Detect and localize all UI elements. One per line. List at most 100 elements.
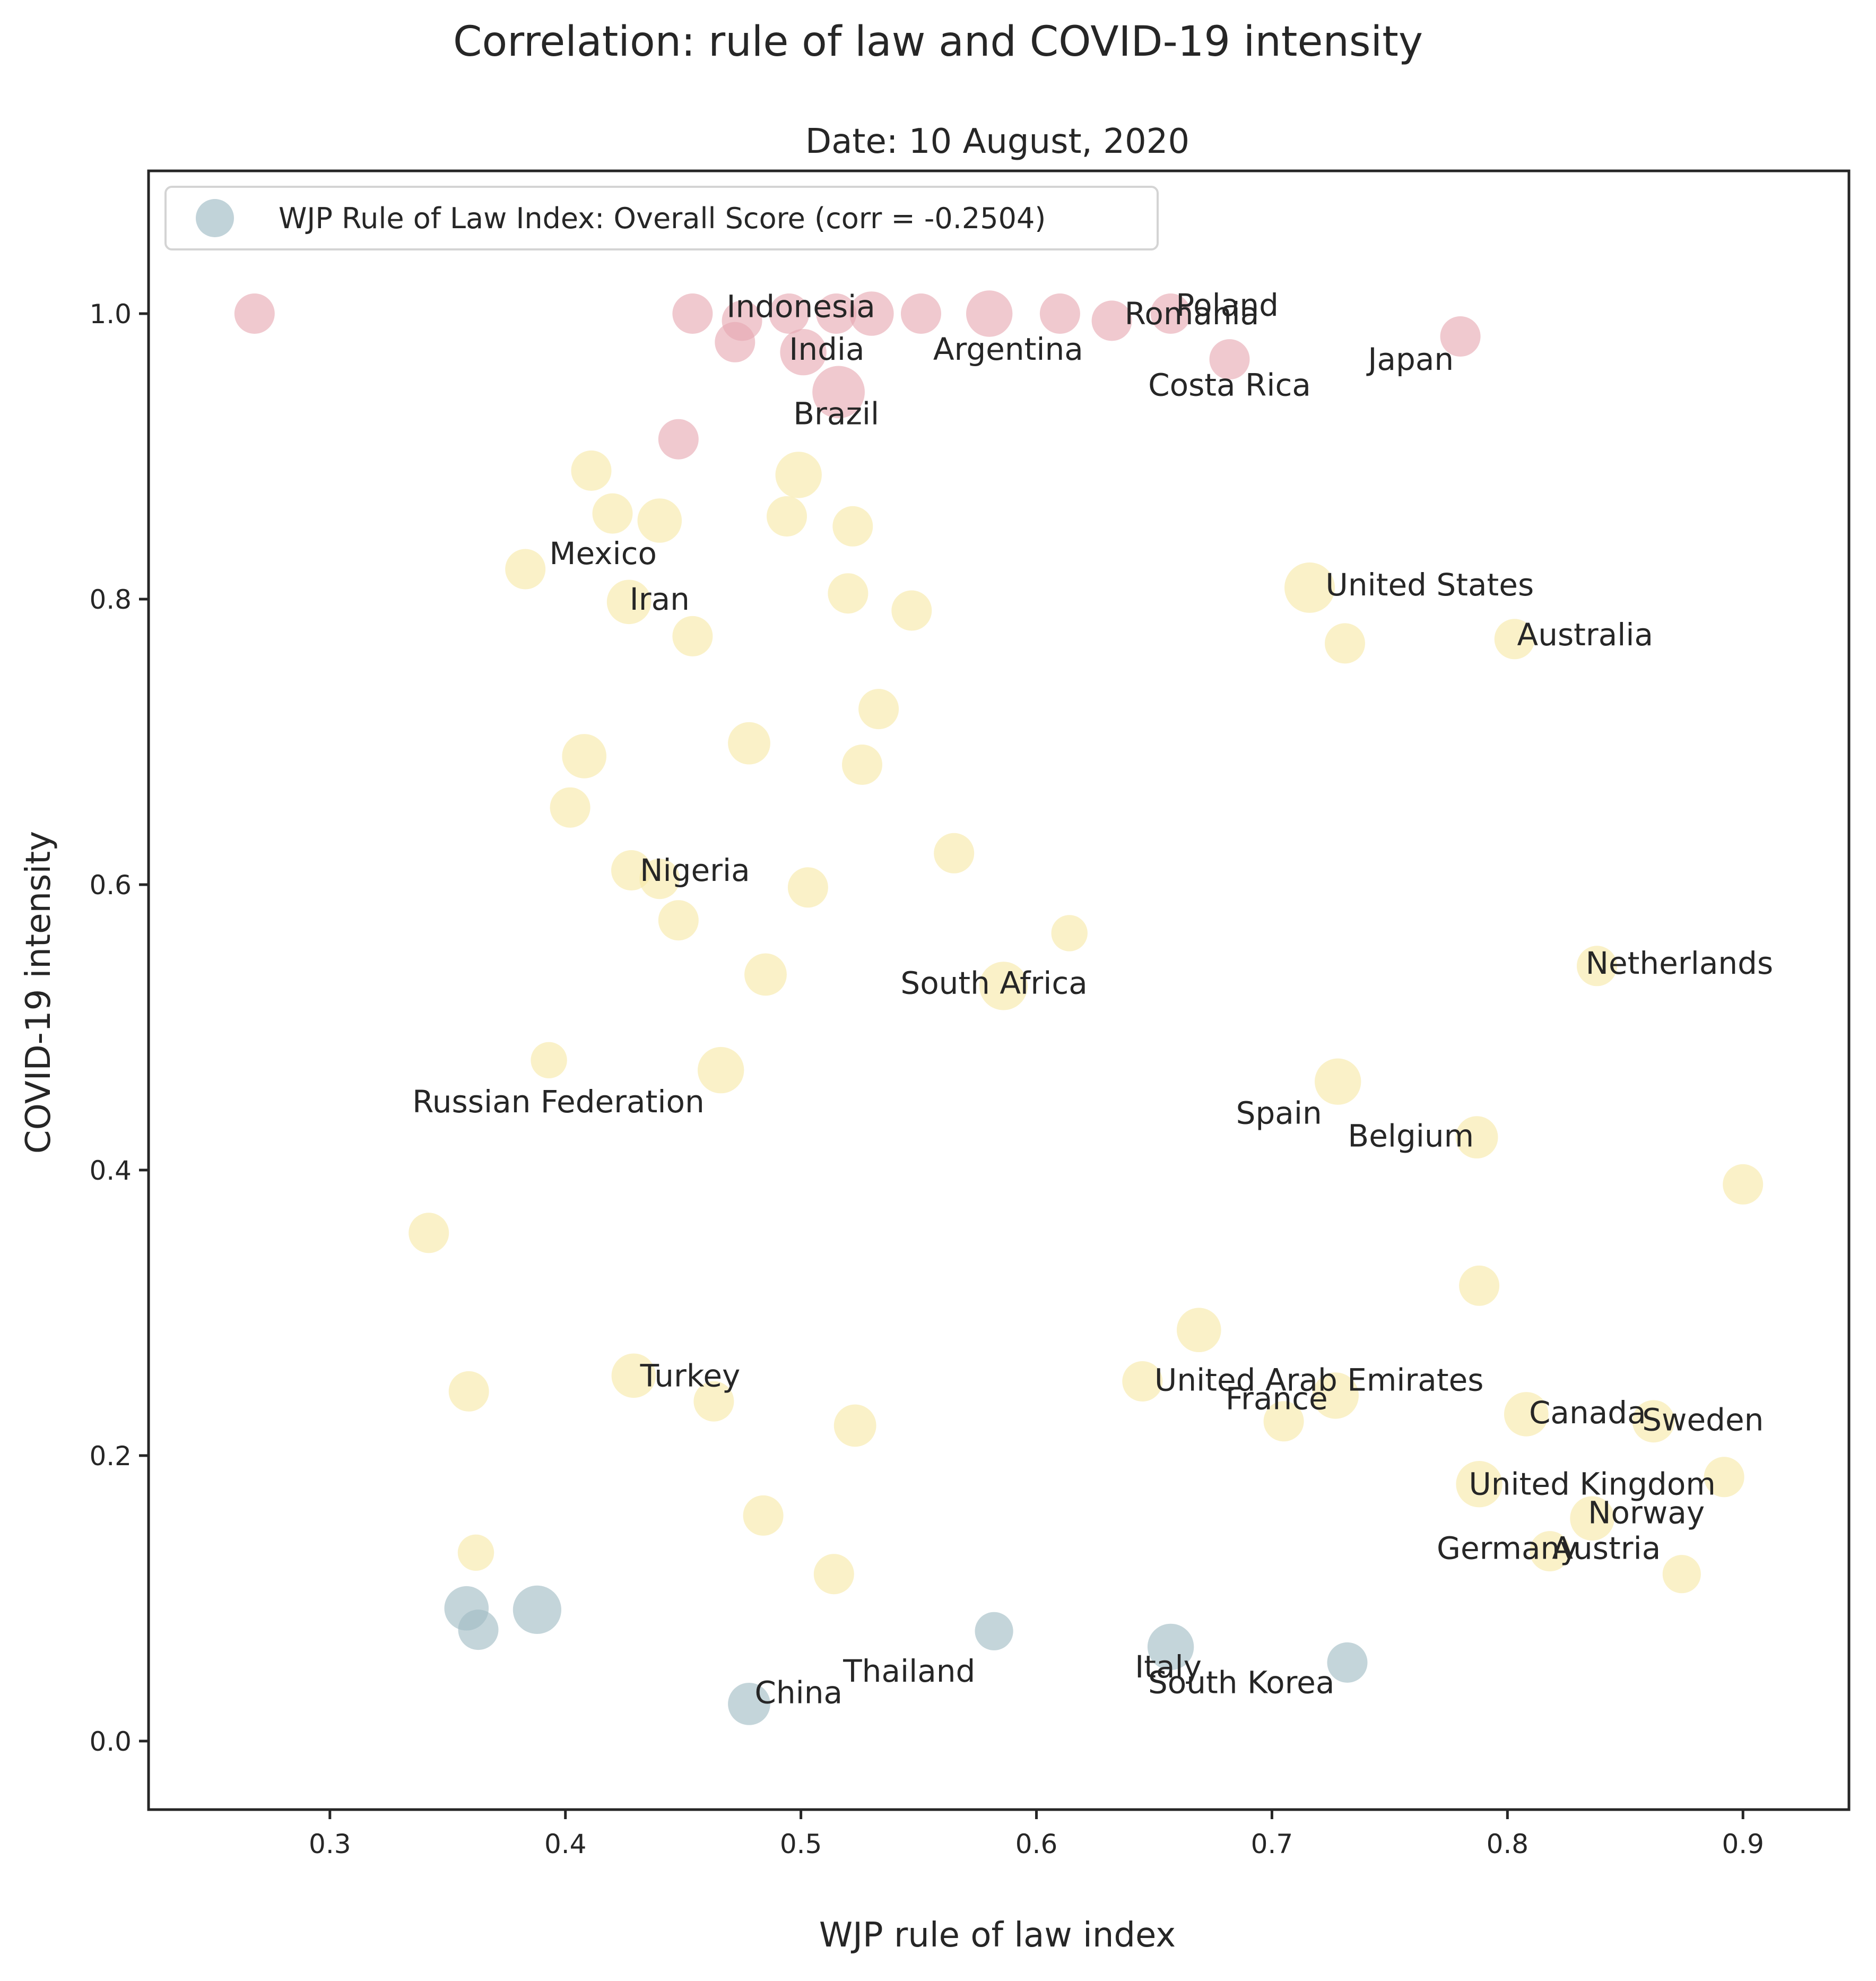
y-tick-label: 0.6 xyxy=(89,870,132,901)
data-point xyxy=(1504,1392,1549,1437)
data-point xyxy=(672,616,713,656)
point-annotation: United States xyxy=(1325,567,1534,603)
data-point xyxy=(780,328,827,376)
data-point xyxy=(1315,1058,1361,1105)
point-annotation: Germany xyxy=(1437,1530,1578,1567)
point-annotation: Costa Rica xyxy=(1148,367,1311,403)
point-annotation: Iran xyxy=(630,581,690,617)
legend-box xyxy=(164,186,1159,250)
point-annotation: Russian Federation xyxy=(412,1084,705,1120)
x-tick-label: 0.9 xyxy=(1722,1829,1764,1859)
x-tick-label: 0.5 xyxy=(780,1829,822,1859)
data-point xyxy=(606,579,652,625)
data-point xyxy=(693,1381,734,1422)
data-point xyxy=(1570,1496,1614,1541)
data-point xyxy=(842,745,882,785)
data-point xyxy=(787,867,828,908)
data-point xyxy=(1091,300,1132,341)
point-annotation: United Kingdom xyxy=(1469,1466,1716,1502)
data-point xyxy=(901,293,941,334)
data-point xyxy=(767,496,807,537)
point-annotation: Brazil xyxy=(793,395,879,431)
point-annotation: Poland xyxy=(1176,287,1279,323)
chart-subtitle: Date: 10 August, 2020 xyxy=(805,122,1189,161)
x-tick-label: 0.3 xyxy=(309,1829,351,1859)
point-annotation: Netherlands xyxy=(1586,945,1774,981)
data-point xyxy=(966,290,1013,337)
y-tick-label: 0.0 xyxy=(89,1726,132,1757)
data-point xyxy=(1577,946,1617,987)
data-point xyxy=(979,962,1028,1010)
data-point xyxy=(743,1495,784,1536)
data-point xyxy=(1284,562,1335,613)
point-annotation: United Arab Emirates xyxy=(1154,1362,1484,1398)
data-point xyxy=(531,1042,567,1079)
data-point xyxy=(816,293,857,334)
data-point xyxy=(1632,1400,1675,1443)
data-point xyxy=(828,573,868,614)
point-annotation: Thailand xyxy=(843,1653,975,1689)
data-point xyxy=(505,549,546,590)
chart-title: Correlation: rule of law and COVID-19 in… xyxy=(453,18,1423,66)
data-point xyxy=(1263,1401,1304,1442)
data-point xyxy=(1440,316,1481,357)
y-tick-label: 0.2 xyxy=(89,1441,132,1472)
y-tick-label: 1.0 xyxy=(89,299,132,330)
data-point xyxy=(513,1585,561,1634)
data-point xyxy=(1456,1461,1502,1508)
data-point xyxy=(728,722,770,765)
data-point xyxy=(562,734,606,778)
data-point xyxy=(592,493,633,534)
x-tick-label: 0.7 xyxy=(1251,1829,1293,1859)
point-annotation: South Africa xyxy=(900,965,1087,1001)
data-point xyxy=(448,1371,489,1412)
point-annotation: India xyxy=(789,331,864,367)
point-annotation: Nigeria xyxy=(640,852,750,888)
point-annotation: Canada xyxy=(1529,1395,1646,1431)
data-point xyxy=(1209,339,1250,380)
data-point xyxy=(1177,1308,1221,1352)
data-point xyxy=(858,689,899,730)
data-point xyxy=(457,1534,494,1571)
point-annotation: Argentina xyxy=(933,331,1083,367)
data-point xyxy=(1327,1642,1368,1683)
data-point xyxy=(1325,623,1365,664)
data-point xyxy=(1147,1623,1194,1671)
data-point xyxy=(1150,293,1191,334)
data-point xyxy=(1662,1555,1701,1594)
data-point xyxy=(1455,1116,1498,1159)
data-point xyxy=(550,787,590,828)
point-annotation: Austria xyxy=(1552,1530,1661,1567)
data-point xyxy=(658,900,699,941)
data-point xyxy=(813,1554,854,1595)
legend-label: WJP Rule of Law Index: Overall Score (co… xyxy=(279,202,1046,235)
point-annotation: France xyxy=(1226,1380,1328,1416)
data-point xyxy=(1723,1164,1764,1205)
legend-marker xyxy=(196,199,234,237)
data-point xyxy=(1039,293,1080,334)
data-point xyxy=(1459,1265,1500,1306)
point-annotation: Indonesia xyxy=(726,289,875,325)
data-point xyxy=(1704,1457,1744,1498)
y-axis-label: COVID-19 intensity xyxy=(19,831,58,1154)
data-point xyxy=(775,452,822,498)
data-point xyxy=(672,293,713,334)
data-point xyxy=(1122,1361,1163,1402)
data-point xyxy=(833,1404,876,1447)
x-tick-label: 0.8 xyxy=(1487,1829,1529,1859)
data-point xyxy=(1312,1372,1359,1419)
data-point xyxy=(611,1353,656,1398)
data-point xyxy=(1530,1531,1570,1572)
point-annotation: Spain xyxy=(1236,1095,1322,1131)
data-point xyxy=(637,498,682,543)
y-axis-ticks: 0.0 0.2 0.4 0.6 0.8 1.0 xyxy=(89,299,149,1757)
data-point xyxy=(698,1046,744,1094)
point-annotation: Japan xyxy=(1366,341,1454,377)
data-point xyxy=(1051,915,1088,951)
data-point xyxy=(658,419,699,460)
point-annotation: Australia xyxy=(1517,617,1654,653)
data-point xyxy=(1494,619,1535,660)
x-tick-label: 0.6 xyxy=(1015,1829,1058,1859)
data-point xyxy=(849,291,894,336)
